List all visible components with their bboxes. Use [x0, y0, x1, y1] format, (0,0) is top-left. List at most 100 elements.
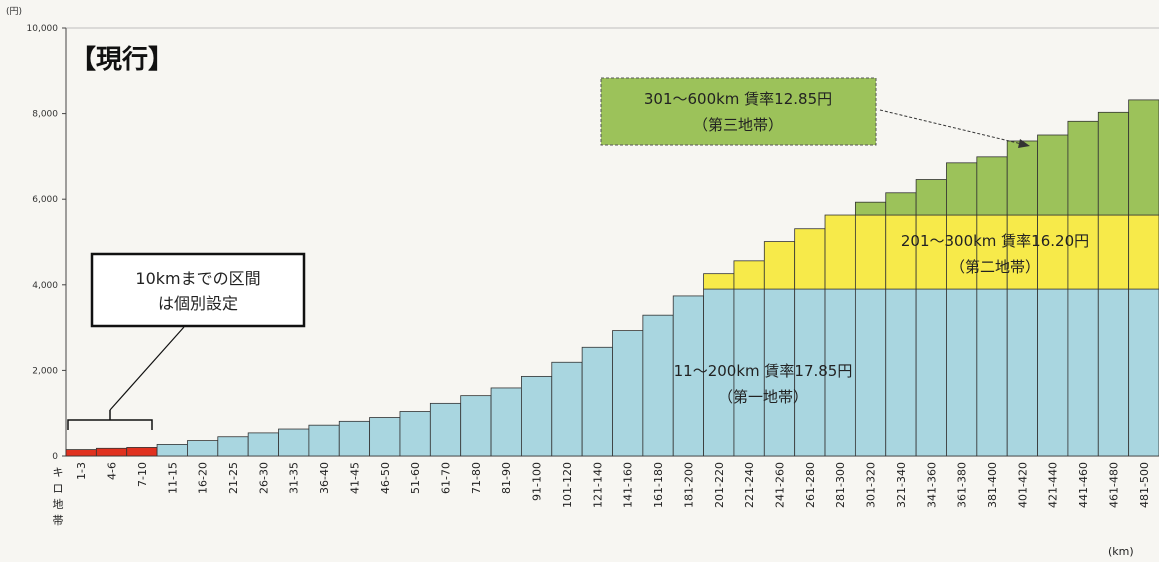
x-tick-label: 71-80 — [470, 462, 483, 494]
zone1-line1: 11～200km 賃率17.85円 — [674, 362, 853, 380]
x-tick-label: 81-90 — [500, 462, 513, 494]
bar-segment-series-3 — [1067, 214, 1099, 290]
zone3-arrow — [879, 109, 1027, 146]
x-tick-label: 281-300 — [834, 462, 847, 508]
bar-segment-series-2 — [1006, 288, 1038, 457]
x-tick-label: 46-50 — [379, 462, 392, 494]
x-tick-label: 36-40 — [318, 462, 331, 494]
bar-segment-series-2 — [399, 411, 431, 457]
bar-segment-series-3 — [733, 260, 765, 290]
bar-segment-series-2 — [187, 440, 219, 457]
bars — [65, 99, 1159, 457]
x-tick-label: 321-340 — [895, 462, 908, 508]
bar-segment-series-2 — [854, 288, 887, 457]
bar-segment-series-2 — [733, 288, 765, 457]
x-tick-label: 441-460 — [1077, 462, 1090, 508]
bar-segment-series-2 — [247, 432, 279, 457]
x-tick-label: 11-15 — [166, 462, 179, 494]
x-tick-label: 201-220 — [713, 462, 726, 508]
x-tick-label: 221-240 — [743, 462, 756, 508]
bar-segment-series-2 — [672, 295, 704, 457]
bar-segment-series-2 — [369, 417, 401, 457]
x-tick-label: 341-360 — [925, 462, 938, 508]
bar-segment-series-2 — [703, 288, 735, 457]
y-tick-label: 8,000 — [32, 110, 58, 120]
bar-segment-series-2 — [581, 346, 613, 457]
bar-segment-series-4 — [1097, 111, 1130, 216]
x-tick-label: 401-420 — [1016, 462, 1029, 508]
bar-segment-series-2 — [551, 361, 583, 457]
bar-segment-series-4 — [1006, 140, 1038, 216]
y-tick-label: 6,000 — [32, 195, 58, 205]
bar-segment-series-4 — [915, 179, 947, 216]
note-pointer — [109, 326, 185, 411]
bar-segment-series-3 — [885, 214, 917, 290]
x-tick-label: 121-140 — [591, 462, 604, 508]
bar-segment-series-2 — [490, 387, 522, 457]
y-tick-label: 0 — [52, 452, 58, 462]
bar-segment-series-2 — [1097, 288, 1130, 457]
bar-segment-series-3 — [763, 241, 796, 290]
short-distance-note: 10kmまでの区間 は個別設定 — [67, 252, 306, 430]
x-unit-label: (km) — [1108, 545, 1134, 558]
x-tick-label: 31-35 — [288, 462, 301, 494]
x-tick-label: 51-60 — [409, 462, 422, 494]
x-tick-label: 91-100 — [531, 462, 544, 501]
x-tick-label: 301-320 — [865, 462, 878, 508]
bar-segment-series-3 — [703, 273, 735, 290]
bar-segment-series-2 — [885, 288, 917, 457]
bar-segment-series-3 — [1037, 214, 1069, 290]
bar-segment-series-2 — [976, 288, 1008, 457]
bar-segment-series-2 — [612, 330, 644, 457]
x-tick-label: 101-120 — [561, 462, 574, 508]
x-tick-label: 61-70 — [440, 462, 453, 494]
bar-segment-series-4 — [854, 201, 887, 216]
bar-segment-series-2 — [1067, 288, 1099, 457]
bar-segment-series-3 — [854, 214, 887, 290]
bar-segment-series-4 — [976, 156, 1008, 216]
bar-segment-series-2 — [1037, 288, 1069, 457]
note-box — [90, 252, 306, 328]
bar-segment-series-1 — [95, 447, 128, 457]
x-tick-label: 41-45 — [348, 462, 361, 494]
first-category-label-text: キロ地帯 — [53, 466, 64, 527]
x-tick-label: 421-440 — [1047, 462, 1060, 508]
bar-segment-series-2 — [156, 444, 188, 457]
x-tick-label: 21-25 — [227, 462, 240, 494]
x-tick-label: 241-260 — [773, 462, 786, 508]
bar-segment-series-1 — [126, 447, 158, 457]
bar-segment-series-3 — [1097, 214, 1130, 290]
zone3-box — [600, 77, 877, 146]
x-tick-label: 181-200 — [682, 462, 695, 508]
x-tick-label: 261-280 — [804, 462, 817, 508]
x-tick-labels: 1-3 4-6 7-10 11-15 16-20 21-25 26-30 31-35 36-40… — [75, 462, 1151, 508]
bar-segment-series-3 — [794, 228, 826, 290]
bar-segment-series-4 — [1037, 134, 1069, 216]
bar-segment-series-2 — [278, 428, 310, 457]
bar-segment-series-2 — [338, 420, 371, 457]
x-tick-label: 481-500 — [1138, 462, 1151, 508]
bar-segment-series-4 — [1128, 99, 1159, 216]
bar-segment-series-2 — [308, 424, 340, 457]
bar-segment-series-2 — [521, 375, 553, 457]
first-category-label: キロ地帯 — [53, 466, 64, 527]
bar-segment-series-3 — [824, 214, 856, 290]
zone3-line1: 301～600km 賃率12.85円 — [644, 90, 832, 108]
x-tick-label: 1-3 — [75, 462, 88, 480]
y-tick-label: 2,000 — [32, 366, 58, 376]
y-unit-label: (円) — [6, 6, 22, 17]
bar-segment-series-3 — [946, 214, 978, 290]
x-tick-label: 141-160 — [622, 462, 635, 508]
y-tick-label: 4,000 — [32, 281, 58, 291]
x-tick-label: 16-20 — [197, 462, 210, 494]
bar-segment-series-3 — [976, 214, 1008, 290]
bar-segment-series-3 — [1006, 214, 1038, 290]
zone2-line2: （第二地帯） — [950, 258, 1040, 276]
bar-segment-series-2 — [763, 288, 796, 457]
x-tick-label: 381-400 — [986, 462, 999, 508]
note-bracket — [67, 410, 153, 430]
zone1-line2: （第一地帯） — [718, 388, 808, 406]
bar-segment-series-3 — [1128, 214, 1159, 290]
bar-segment-series-2 — [642, 314, 674, 457]
